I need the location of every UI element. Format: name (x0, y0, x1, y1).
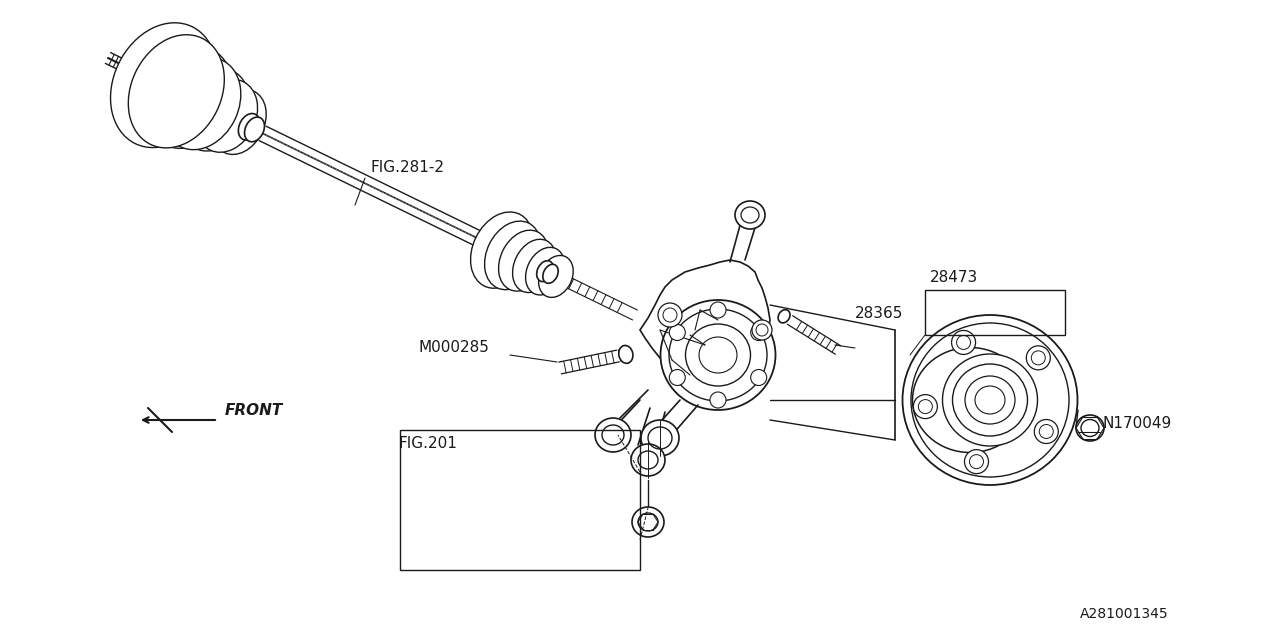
Text: FIG.201: FIG.201 (398, 436, 457, 451)
Ellipse shape (499, 230, 549, 291)
Text: FRONT: FRONT (225, 403, 283, 418)
Ellipse shape (471, 212, 534, 288)
Text: N170049: N170049 (1102, 416, 1171, 431)
Ellipse shape (913, 348, 1028, 452)
Ellipse shape (526, 247, 564, 295)
Circle shape (669, 369, 685, 385)
Ellipse shape (163, 58, 241, 150)
Bar (925, 290, 1065, 335)
Text: M000285: M000285 (419, 340, 489, 355)
Circle shape (965, 450, 988, 474)
Circle shape (669, 324, 685, 340)
Circle shape (750, 324, 767, 340)
Bar (399, 430, 640, 570)
Ellipse shape (128, 35, 224, 148)
Circle shape (1034, 419, 1059, 444)
Ellipse shape (244, 117, 265, 142)
Ellipse shape (942, 354, 1038, 446)
Ellipse shape (238, 113, 260, 140)
Ellipse shape (212, 90, 266, 154)
Circle shape (750, 369, 767, 385)
Ellipse shape (110, 23, 216, 148)
Ellipse shape (512, 239, 556, 292)
Circle shape (951, 330, 975, 355)
Text: A281001345: A281001345 (1080, 607, 1169, 621)
Ellipse shape (631, 444, 666, 476)
Ellipse shape (1076, 415, 1103, 441)
Ellipse shape (641, 420, 678, 456)
Ellipse shape (196, 79, 257, 152)
Circle shape (914, 395, 937, 419)
Ellipse shape (142, 49, 210, 132)
Ellipse shape (778, 310, 790, 323)
Ellipse shape (618, 346, 632, 364)
Ellipse shape (539, 255, 573, 298)
Text: 28365: 28365 (855, 306, 904, 321)
Polygon shape (640, 260, 771, 405)
Ellipse shape (735, 201, 765, 229)
Ellipse shape (485, 221, 541, 290)
Circle shape (658, 303, 682, 327)
Circle shape (753, 320, 772, 340)
Ellipse shape (536, 260, 553, 282)
Circle shape (1027, 346, 1051, 370)
Circle shape (710, 392, 726, 408)
Ellipse shape (660, 300, 776, 410)
Ellipse shape (179, 68, 250, 151)
Text: 28473: 28473 (931, 270, 978, 285)
Ellipse shape (902, 315, 1078, 485)
Text: FIG.281-2: FIG.281-2 (370, 160, 444, 175)
Ellipse shape (543, 264, 558, 284)
Ellipse shape (134, 44, 207, 134)
Ellipse shape (146, 47, 233, 148)
Ellipse shape (632, 507, 664, 537)
Ellipse shape (595, 418, 631, 452)
Circle shape (710, 302, 726, 318)
